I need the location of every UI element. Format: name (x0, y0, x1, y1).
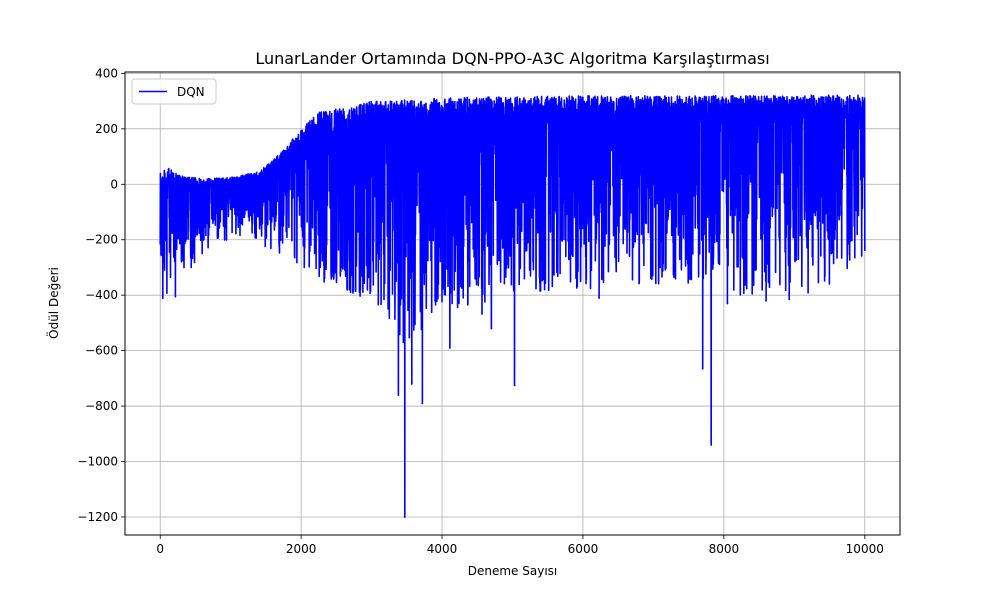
y-tick-label: 0 (110, 177, 118, 191)
x-axis-label: Deneme Sayısı (468, 564, 558, 578)
x-tick-label: 8000 (709, 542, 740, 556)
spike-point (726, 302, 729, 305)
spike-point (410, 383, 413, 385)
x-tick-label: 10000 (846, 542, 884, 556)
spike-point (765, 299, 767, 302)
x-tick-label: 0 (156, 542, 164, 556)
spike-point (490, 327, 493, 330)
x-tick-label: 4000 (427, 542, 458, 556)
y-tick-label: −200 (85, 233, 118, 247)
axis-ticks: 0 2000 4000 6000 8000 100004002000−200−400−60… (77, 66, 883, 556)
legend: DQN (131, 78, 217, 105)
spike-point (421, 402, 424, 405)
x-tick-label: 2000 (286, 542, 317, 556)
legend-box (131, 78, 217, 105)
spike-point (710, 444, 713, 446)
y-tick-label: −800 (85, 399, 118, 413)
spike-point (434, 299, 436, 302)
legend-label-dqn: DQN (177, 85, 205, 99)
spike-point (701, 367, 704, 370)
spike-point (397, 394, 400, 396)
y-tick-label: 200 (95, 122, 118, 136)
spike-point (853, 225, 856, 227)
y-tick-label: −1000 (77, 455, 118, 469)
x-tick-label: 6000 (568, 542, 599, 556)
y-tick-label: 400 (95, 66, 118, 80)
y-tick-label: −400 (85, 288, 118, 302)
spike-point (513, 384, 516, 387)
series-line-dqn (159, 94, 866, 518)
data-series (159, 94, 866, 518)
spike-point (448, 347, 451, 349)
y-tick-label: −1200 (77, 510, 118, 524)
plot-frame (124, 71, 901, 536)
spike-point (403, 516, 406, 518)
chart-title: LunarLander Ortamında DQN-PPO-A3C Algori… (255, 49, 769, 68)
spike-point (598, 297, 601, 299)
y-tick-label: −600 (85, 344, 118, 358)
y-axis-label: Ödül Değeri (45, 267, 61, 339)
